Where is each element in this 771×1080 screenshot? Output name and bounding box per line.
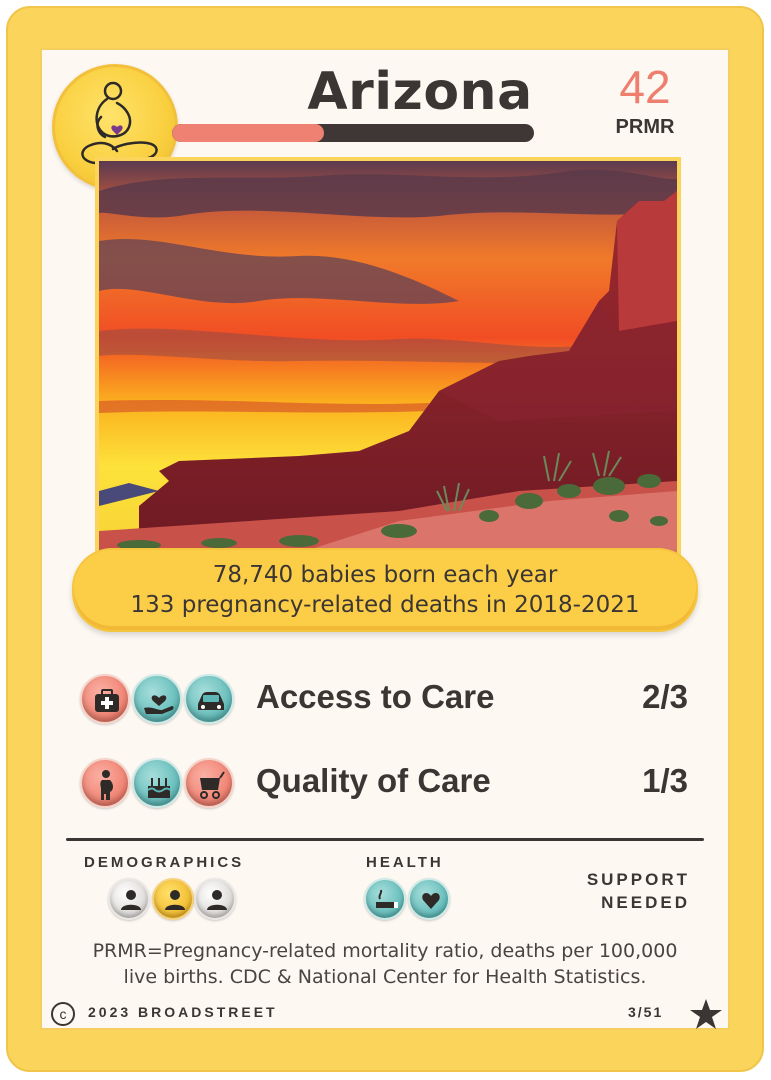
cigarette-icon — [364, 878, 406, 920]
prmr-bar — [172, 124, 534, 142]
health-label: HEALTH — [366, 854, 444, 871]
births-stat: 78,740 babies born each year — [212, 562, 558, 588]
stats-banner: 78,740 babies born each year 133 pregnan… — [72, 548, 698, 632]
landscape-image — [95, 157, 681, 557]
footnote-line: live births. CDC & National Center for H… — [123, 966, 647, 988]
star-icon — [690, 999, 722, 1029]
prmr-label: PRMR — [615, 116, 675, 138]
person-icon — [194, 878, 236, 920]
heart-icon — [408, 878, 450, 920]
category-score: 2/3 — [642, 678, 688, 715]
category-row-access: Access to Care 2/3 — [80, 672, 700, 728]
demographics-label: DEMOGRAPHICS — [84, 854, 245, 871]
medical-kit-icon — [80, 674, 130, 724]
support-line: NEEDED — [601, 893, 690, 912]
copyright-text: 2023 BROADSTREET — [88, 1004, 278, 1020]
prmr-bar-fill — [172, 124, 325, 142]
card-number: 3/51 — [628, 1004, 664, 1020]
deaths-stat: 133 pregnancy-related deaths in 2018-202… — [130, 592, 640, 618]
footnote: PRMR=Pregnancy-related mortality ratio, … — [60, 938, 710, 990]
birthday-cake-icon — [132, 758, 182, 808]
category-row-quality: Quality of Care 1/3 — [80, 756, 700, 812]
state-title: Arizona — [307, 62, 533, 122]
prmr-value: 42 — [619, 61, 671, 113]
support-line: SUPPORT — [586, 870, 690, 889]
person-icon — [108, 878, 150, 920]
pregnant-person-icon — [80, 758, 130, 808]
category-label: Quality of Care — [256, 762, 491, 799]
section-divider — [66, 838, 704, 841]
footnote-line: PRMR=Pregnancy-related mortality ratio, … — [92, 940, 678, 962]
heart-in-hand-icon — [132, 674, 182, 724]
baby-stroller-icon — [184, 758, 234, 808]
category-label: Access to Care — [256, 678, 495, 715]
support-needed-label: SUPPORT NEEDED — [540, 868, 690, 914]
person-icon — [152, 878, 194, 920]
copyright-icon: c — [51, 1002, 75, 1026]
category-score: 1/3 — [642, 762, 688, 799]
car-icon — [184, 674, 234, 724]
